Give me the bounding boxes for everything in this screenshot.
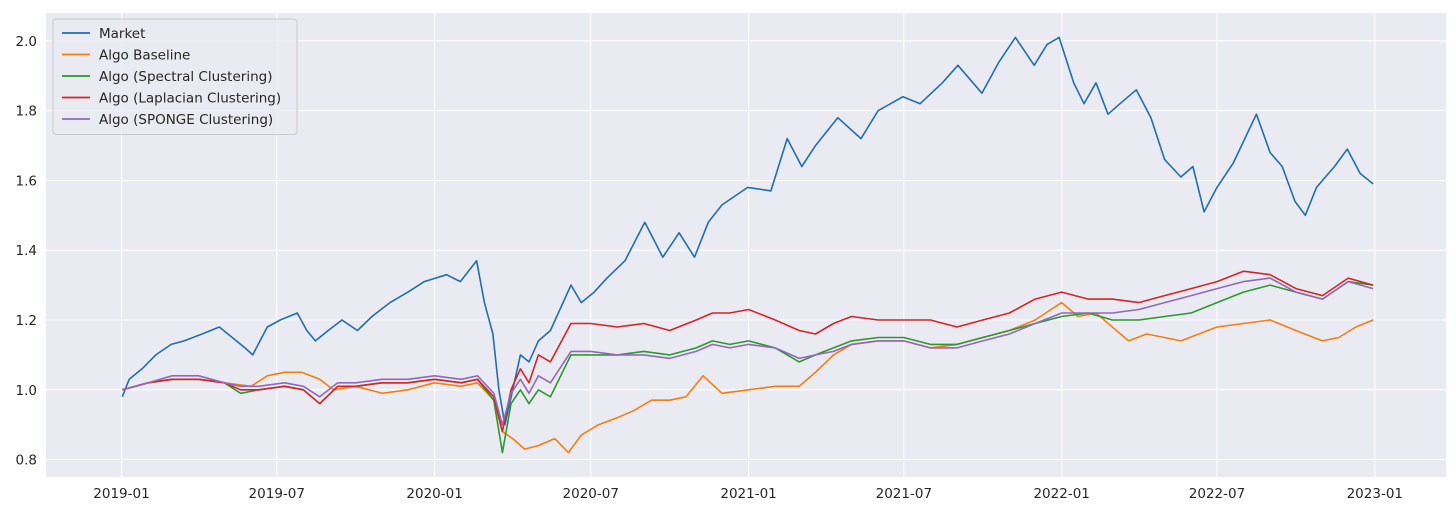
x-tick-label: 2019-07 [249, 486, 305, 502]
x-tick-label: 2020-01 [406, 486, 462, 502]
legend-label: Algo Baseline [99, 48, 190, 64]
series-line-0 [121, 36, 1374, 426]
legend: Market Algo Baseline Algo (Spectral Cluste… [52, 18, 298, 135]
y-tick-label: 1.6 [16, 173, 37, 189]
x-tick-label: 2019-01 [93, 486, 149, 502]
y-tick-label: 1.8 [16, 104, 37, 120]
legend-label: Algo (Laplacian Clustering) [99, 91, 281, 107]
x-axis-tick-labels: 2019-01 2019-07 2020-01 2020-07 2021-01 2021-… [93, 486, 1403, 502]
y-tick-label: 1.2 [16, 313, 37, 329]
x-tick-label: 2021-01 [720, 486, 776, 502]
x-tick-label: 2022-01 [1033, 486, 1089, 502]
y-tick-label: 0.8 [16, 453, 37, 469]
legend-label: Algo (Spectral Clustering) [99, 69, 272, 85]
x-tick-label: 2022-07 [1189, 486, 1245, 502]
x-tick-label: 2023-01 [1347, 486, 1403, 502]
y-tick-label: 1.4 [16, 243, 37, 259]
legend-box [52, 18, 298, 135]
series-line-3 [122, 270, 1374, 433]
y-tick-label: 1.0 [16, 383, 37, 399]
y-axis-tick-labels: 0.8 1.0 1.2 1.4 1.6 1.8 2.0 [16, 34, 37, 469]
series-lines [121, 36, 1374, 454]
x-tick-label: 2020-07 [563, 486, 619, 502]
y-tick-label: 2.0 [16, 34, 37, 50]
series-line-4 [122, 277, 1374, 426]
x-tick-label: 2021-07 [876, 486, 932, 502]
legend-label: Algo (SPONGE Clustering) [99, 112, 273, 128]
legend-label: Market [99, 26, 145, 42]
series-line-1 [122, 301, 1374, 454]
